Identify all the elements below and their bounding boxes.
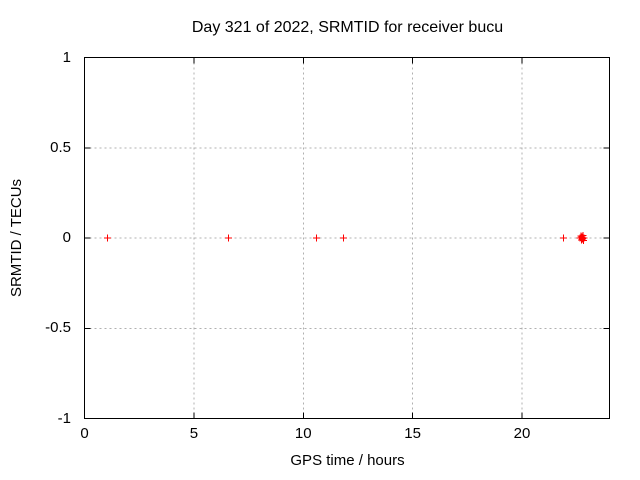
x-tick-label: 20 (513, 425, 531, 442)
x-tick-label: 10 (294, 425, 312, 442)
x-tick-label: 15 (404, 425, 421, 442)
x-axis-label: GPS time / hours (290, 452, 405, 469)
y-tick-label: 0.5 (50, 138, 71, 156)
x-tick-label: 5 (189, 425, 199, 442)
chart-title: Day 321 of 2022, SRMTID for receiver buc… (191, 19, 504, 36)
y-tick-label: 0 (62, 229, 71, 246)
y-tick-label: 1 (62, 48, 71, 66)
y-tick-label: -1 (57, 409, 71, 427)
x-tick-label: 0 (80, 425, 89, 442)
y-tick-label: -0.5 (45, 319, 71, 337)
